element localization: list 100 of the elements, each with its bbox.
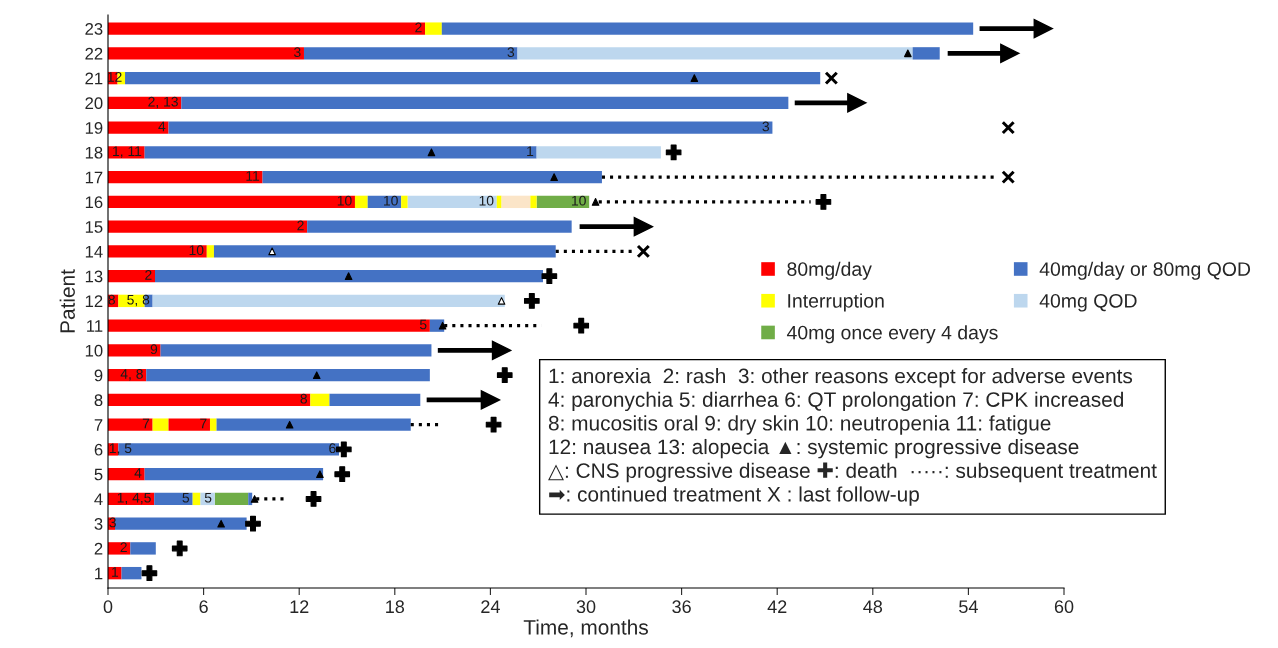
- y-tick-label: 1: [95, 567, 103, 580]
- y-tick-label: 14: [85, 245, 103, 258]
- bar: [115, 517, 247, 530]
- y-tick-label: 8: [94, 394, 103, 407]
- annotation: 11: [246, 171, 260, 181]
- bar: [536, 146, 661, 159]
- y-tick-label: 15: [85, 221, 103, 233]
- bar: [168, 121, 773, 134]
- bar: [310, 393, 330, 407]
- y-tick-label: 17: [85, 171, 103, 184]
- bar: [160, 344, 432, 357]
- bar: [155, 269, 543, 283]
- bar: [530, 195, 537, 209]
- annotation: 12: nausea 13: alopecia ▲: systemic progressive disease: [549, 438, 1079, 459]
- bar: [108, 467, 145, 481]
- annotation: 4: [134, 468, 142, 478]
- x-tick-label: 42: [767, 600, 787, 613]
- bar: [307, 220, 572, 233]
- bar: [108, 170, 263, 184]
- y-tick-label: 11: [87, 320, 103, 332]
- bar: [108, 121, 169, 134]
- annotation: 1: [527, 146, 534, 156]
- x-tick-label: 54: [959, 600, 978, 614]
- x-tick-label: 18: [386, 600, 405, 614]
- y-tick-label: 20: [85, 97, 103, 110]
- bar: [108, 245, 207, 258]
- bar: [248, 492, 253, 506]
- annotation: 5: [204, 492, 212, 503]
- y-tick-label: 10: [85, 344, 103, 357]
- x-tick-label: 0: [103, 600, 113, 614]
- annotation: 10: [337, 195, 352, 206]
- bar: [329, 393, 421, 407]
- annotation: 2, 13: [148, 96, 178, 109]
- annotation: 3: [507, 47, 515, 58]
- bar: [517, 47, 913, 60]
- x-tick-label: 24: [481, 600, 500, 613]
- bar: [214, 492, 249, 506]
- bar: [144, 146, 537, 159]
- bar: [206, 245, 214, 258]
- bar: [912, 47, 940, 60]
- x-tick-label: 60: [1054, 600, 1074, 614]
- annotation: 5: [182, 492, 190, 503]
- y-tick-label: 4: [94, 493, 103, 505]
- x-tick-label: 48: [863, 600, 883, 614]
- y-tick-label: 16: [85, 196, 103, 209]
- y-tick-label: 7: [94, 419, 103, 431]
- bar: [154, 492, 193, 506]
- bar: [441, 22, 974, 35]
- bar: [496, 195, 502, 209]
- bar: [354, 195, 368, 209]
- bar: [125, 71, 821, 85]
- annotation: 1, 11: [113, 146, 142, 158]
- bar: [108, 22, 426, 35]
- annotation: 1: [112, 567, 119, 577]
- legend-label: 40mg QOD: [1039, 293, 1137, 312]
- bar: [108, 344, 161, 357]
- legend-label: 40mg once every 4 days: [786, 325, 998, 344]
- bar: [407, 195, 497, 209]
- annotation: 10: [479, 195, 494, 206]
- bar: [303, 47, 518, 60]
- bar: [401, 195, 408, 209]
- bar: [181, 96, 789, 110]
- bar: [108, 319, 430, 332]
- bar: [192, 492, 201, 506]
- annotation: 7: [200, 418, 207, 429]
- annotation: 7: [142, 418, 150, 429]
- annotation: 2: [145, 270, 152, 280]
- annotation: 3: [294, 47, 301, 58]
- y-tick-label: 9: [94, 369, 103, 382]
- bar: [262, 170, 602, 184]
- y-tick-label: 5: [94, 468, 103, 481]
- y-tick-label: 13: [85, 270, 103, 283]
- annotation: 4: [158, 121, 166, 132]
- annotation: 4: paronychia 5: diarrhea 6: QT prolongation 7: CPK increased: [548, 391, 1124, 412]
- annotation: 3: [762, 121, 770, 132]
- bar: [108, 393, 311, 407]
- y-tick-label: 23: [85, 23, 103, 35]
- bar: [501, 195, 531, 209]
- y-tick-label: 3: [94, 518, 103, 530]
- x-tick-label: 12: [290, 600, 309, 613]
- legend-label: Interruption: [788, 293, 884, 312]
- bar: [425, 22, 442, 35]
- annotation: 1, 4,5: [117, 492, 151, 505]
- bar: [118, 443, 340, 456]
- bar: [121, 566, 142, 580]
- annotation: 10: [384, 195, 398, 206]
- annotation: 5: [419, 319, 427, 330]
- bar: [108, 542, 131, 555]
- annotation: 2: [120, 542, 127, 552]
- annotation: 2: [415, 22, 422, 33]
- bar: [108, 195, 355, 209]
- bar: [152, 418, 169, 431]
- annotation: ➡: continued treatment X : last follow-up: [549, 486, 919, 506]
- bar: [216, 418, 411, 431]
- y-tick-label: 2: [94, 542, 103, 555]
- annotation: 8: mucositis oral 9: dry skin 10: neutropenia 11: fatigue: [548, 415, 1051, 435]
- annotation: 2: [297, 220, 304, 231]
- bar: [108, 269, 155, 283]
- annotation: 9: [150, 344, 158, 355]
- bar: [108, 418, 153, 431]
